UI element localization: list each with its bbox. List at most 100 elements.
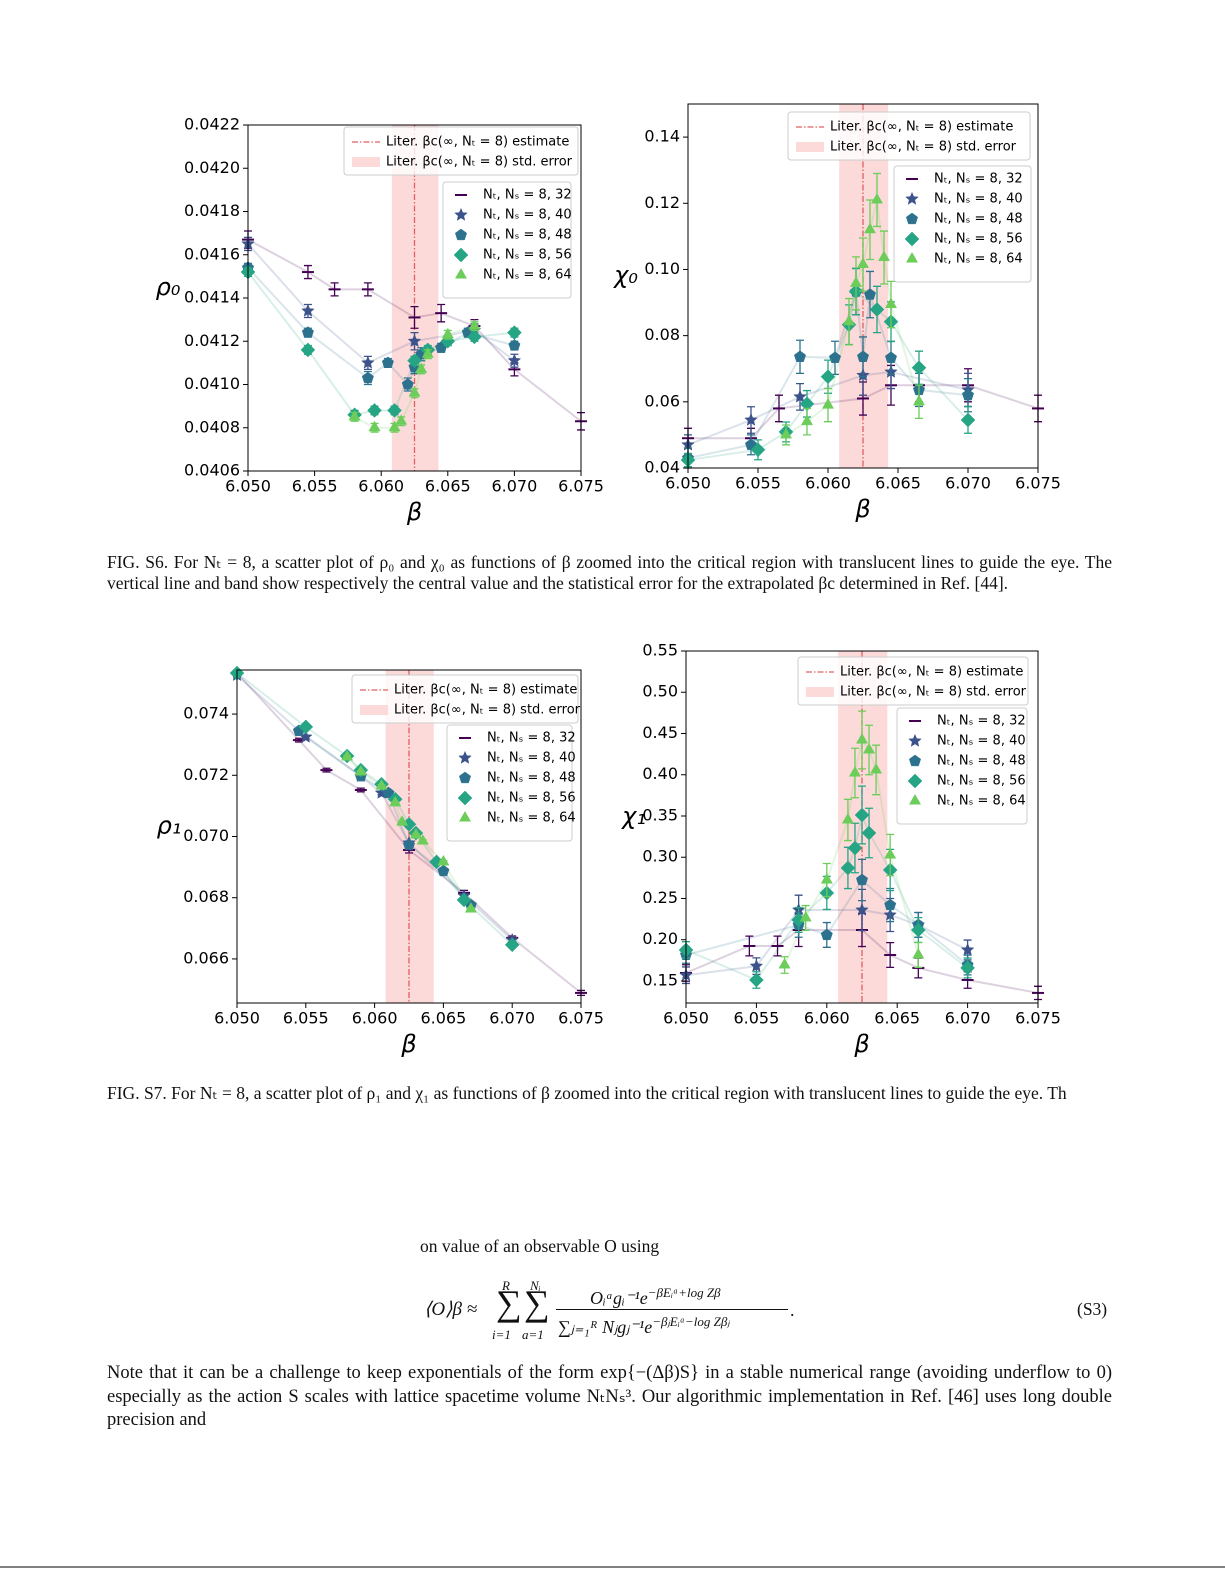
marker (884, 898, 897, 911)
legend-label: Nₜ, Nₛ = 8, 48 (487, 771, 576, 786)
y-tick-label: 0.0420 (184, 158, 240, 177)
legend-label: Nₜ, Nₛ = 8, 64 (937, 794, 1026, 809)
plot-frame (687, 103, 1039, 469)
legend-label: Nₜ, Nₛ = 8, 40 (937, 734, 1026, 749)
legend-label: Liter. βc(∞, Nₜ = 8) std. error (840, 685, 1027, 700)
legend-symbol (796, 142, 824, 152)
marker (960, 412, 976, 428)
y-tick-label: 0.40 (642, 764, 678, 783)
legend-box (896, 707, 1028, 825)
marker (820, 369, 836, 385)
legend-label: Nₜ, Nₛ = 8, 64 (487, 811, 576, 826)
legend-symbol (908, 733, 922, 747)
sum-lower: a=1 (522, 1327, 544, 1342)
marker (820, 872, 833, 884)
marker (415, 362, 428, 373)
marker (856, 257, 870, 268)
x-tick-label: 6.075 (1015, 474, 1061, 493)
marker (456, 892, 472, 908)
x-tick-label: 6.075 (558, 1009, 604, 1028)
marker (467, 329, 482, 345)
marker (779, 427, 793, 439)
uncertainty-band (385, 670, 434, 1003)
legend-symbol (909, 754, 921, 767)
marker (849, 276, 863, 287)
x-tick-label: 6.060 (805, 474, 851, 493)
marker (504, 937, 520, 953)
paragraph: Note that it can be a challenge to keep … (107, 1363, 1112, 1430)
x-tick-label: 6.060 (352, 1009, 398, 1028)
numerator-exp: −βEᵢᵃ+log Zβ (647, 1285, 721, 1300)
marker (840, 860, 856, 876)
marker (864, 288, 876, 300)
y-axis-label: χ₀ (612, 261, 638, 289)
x-tick-label: 6.070 (945, 1009, 991, 1028)
numerator: Oᵢᵃgᵢ⁻¹e−βEᵢᵃ+log Zβ (590, 1285, 721, 1309)
y-tick-label: 0.04 (644, 458, 680, 477)
y-tick-label: 0.074 (183, 704, 229, 723)
marker (395, 414, 408, 425)
marker (842, 314, 856, 326)
marker (877, 250, 891, 262)
plot-frame (685, 650, 1039, 1004)
legend-symbol (905, 191, 919, 205)
x-tick-label: 6.065 (420, 1009, 466, 1028)
legend-label: Liter. βc(∞, Nₜ = 8) std. error (394, 703, 581, 718)
marker (870, 192, 884, 204)
legend-symbol (360, 705, 388, 715)
marker (409, 827, 422, 839)
marker (855, 902, 869, 916)
legend-symbol (458, 750, 472, 764)
legend-label: Nₜ, Nₛ = 8, 32 (937, 714, 1026, 729)
legend-label: Nₜ, Nₛ = 8, 32 (487, 731, 576, 746)
legend-symbol (459, 771, 471, 784)
y-tick-label: 0.10 (644, 259, 680, 278)
marker (382, 786, 395, 799)
legend-symbol (453, 247, 469, 263)
marker (829, 351, 841, 363)
x-tick-label: 6.070 (489, 1009, 535, 1028)
legend-label: Liter. βc(∞, Nₜ = 8) estimate (830, 120, 1013, 135)
legend-label: Nₜ, Nₛ = 8, 48 (483, 228, 572, 243)
marker (799, 910, 812, 922)
marker (854, 807, 870, 823)
y-tick-label: 0.070 (183, 826, 229, 845)
legend-symbol (455, 228, 467, 241)
sum-sign: ∑ (496, 1283, 522, 1323)
marker (396, 815, 409, 826)
legend-label: Nₜ, Nₛ = 8, 40 (483, 208, 572, 223)
y-tick-label: 0.0414 (184, 288, 240, 307)
marker (848, 765, 862, 777)
legend-label: Nₜ, Nₛ = 8, 56 (487, 791, 576, 806)
y-tick-label: 0.0408 (184, 417, 240, 436)
legend-label: Nₜ, Nₛ = 8, 56 (937, 774, 1026, 789)
marker (301, 326, 314, 338)
y-tick-label: 0.0412 (184, 331, 240, 350)
legend-label: Nₜ, Nₛ = 8, 32 (934, 172, 1023, 187)
fraction-bar (556, 1309, 788, 1310)
y-tick-label: 0.30 (642, 847, 678, 866)
marker (437, 864, 450, 877)
y-tick-label: 0.0422 (184, 115, 240, 134)
marker (856, 873, 868, 886)
y-axis-label: ρ₀ (156, 273, 181, 301)
x-tick-label: 6.055 (735, 474, 781, 493)
y-tick-label: 0.45 (642, 723, 678, 742)
y-tick-label: 0.072 (183, 765, 229, 784)
legend-box (893, 165, 1032, 283)
marker (800, 414, 814, 426)
marker (960, 960, 975, 976)
y-tick-label: 0.06 (644, 391, 680, 410)
marker (870, 762, 883, 774)
marker (857, 350, 869, 362)
legend-box (343, 126, 579, 176)
marker (381, 356, 394, 368)
x-tick-label: 6.055 (733, 1009, 779, 1028)
legend-label: Liter. βc(∞, Nₜ = 8) estimate (386, 135, 569, 150)
marker (962, 388, 974, 401)
x-axis-label: β (406, 498, 422, 526)
marker (885, 351, 897, 363)
x-tick-label: 6.075 (1015, 1009, 1061, 1028)
marker (301, 303, 315, 317)
